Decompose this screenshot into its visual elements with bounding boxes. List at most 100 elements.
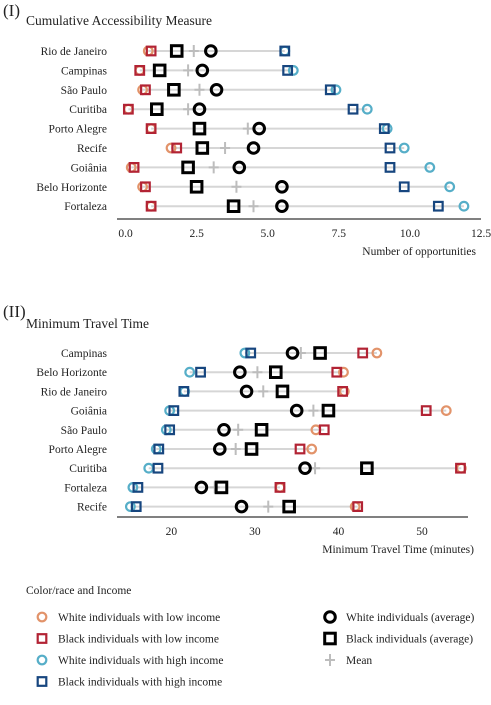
black-avg-marker xyxy=(192,121,207,136)
black-low-marker xyxy=(455,462,466,474)
white-high-marker xyxy=(444,181,456,193)
panel-2-title: Minimum Travel Time xyxy=(26,316,149,331)
black-high-marker xyxy=(245,347,257,359)
mean-marker xyxy=(194,83,205,96)
x-tick-label: 7.5 xyxy=(332,228,347,240)
black-low-marker xyxy=(274,482,286,493)
panel-2-x-axis-title: Minimum Travel Time (minutes) xyxy=(322,544,474,556)
white-avg-marker xyxy=(192,102,207,116)
white-avg-marker xyxy=(217,423,231,437)
black-avg-marker xyxy=(244,442,259,456)
white-low-marker xyxy=(371,347,383,359)
category-label: Porto Alegre xyxy=(49,124,107,136)
white-low-marker xyxy=(165,142,177,154)
black-high-marker xyxy=(168,405,180,416)
mean-marker xyxy=(220,142,231,154)
white-avg-marker xyxy=(275,180,289,194)
black-avg-marker xyxy=(268,365,283,379)
black-avg-marker xyxy=(181,160,195,175)
category-label: Porto Alegre xyxy=(49,444,107,456)
mean-marker xyxy=(263,500,274,513)
black-avg-marker xyxy=(152,63,167,78)
legend: White individuals with low income White i… xyxy=(36,610,475,689)
mean-marker xyxy=(233,423,244,436)
mean-marker xyxy=(188,45,199,57)
category-label: Campinas xyxy=(61,65,108,77)
legend-label: Black individuals (average) xyxy=(346,634,473,646)
category-label: Curitiba xyxy=(69,463,107,475)
white-high-marker xyxy=(287,64,299,76)
x-tick-label: 50 xyxy=(416,526,428,538)
x-tick-label: 30 xyxy=(249,526,261,538)
black-low-marker xyxy=(352,501,364,512)
white-avg-marker xyxy=(233,365,247,380)
legend-white-high-icon xyxy=(36,654,48,666)
black-avg-marker xyxy=(282,499,296,514)
white-avg-marker xyxy=(285,346,300,360)
x-tick-label: 10.0 xyxy=(400,228,420,240)
white-high-marker xyxy=(458,200,470,212)
black-high-marker xyxy=(164,424,176,436)
category-label: Recife xyxy=(77,143,107,155)
black-low-marker xyxy=(128,162,140,173)
white-high-marker xyxy=(361,103,373,115)
white-high-marker xyxy=(330,84,342,96)
black-high-marker xyxy=(195,366,206,378)
white-high-marker xyxy=(239,347,251,359)
category-label: Recife xyxy=(77,502,107,514)
category-label: São Paulo xyxy=(61,425,108,437)
legend-mean-icon xyxy=(325,654,335,666)
white-avg-marker xyxy=(194,480,209,495)
white-avg-marker xyxy=(195,63,210,78)
black-high-marker xyxy=(347,103,359,115)
black-avg-marker xyxy=(360,461,374,475)
white-avg-marker xyxy=(298,461,312,476)
panel-1-tag: (I) xyxy=(3,1,20,20)
black-high-marker xyxy=(384,142,396,154)
white-avg-marker xyxy=(246,141,261,155)
category-label: São Paulo xyxy=(61,85,108,97)
x-tick-label: 40 xyxy=(333,526,345,538)
category-label: Fortaleza xyxy=(64,201,107,213)
black-low-marker xyxy=(294,443,306,455)
white-avg-marker xyxy=(275,199,289,213)
category-label: Curitiba xyxy=(69,104,107,116)
black-avg-marker xyxy=(313,346,327,360)
category-label: Campinas xyxy=(61,348,108,360)
legend-black-high-icon xyxy=(36,676,48,687)
x-tick-label: 20 xyxy=(166,526,178,538)
panel-1-title: Cumulative Accessibility Measure xyxy=(26,13,212,28)
black-low-marker xyxy=(134,64,146,76)
category-label: Fortaleza xyxy=(64,482,107,494)
white-avg-marker xyxy=(239,384,254,399)
black-high-marker xyxy=(432,200,444,212)
black-avg-marker xyxy=(169,44,184,58)
legend-label: White individuals with low income xyxy=(58,612,220,624)
x-tick-label: 5.0 xyxy=(261,228,276,240)
panel-1-plot: 0.0 2.5 5.0 7.5 10.0 12.5 Rio de Janeiro Campin… xyxy=(36,44,491,240)
mean-marker xyxy=(258,385,269,398)
black-avg-marker xyxy=(321,403,336,418)
black-low-marker xyxy=(145,45,157,57)
legend-white-avg-icon xyxy=(323,610,337,624)
legend-title: Color/race and Income xyxy=(26,585,131,597)
panel-2-tag: (II) xyxy=(3,302,26,321)
white-avg-marker xyxy=(232,160,247,175)
category-label: Belo Horizonte xyxy=(36,182,107,194)
black-high-marker xyxy=(324,84,336,96)
black-high-marker xyxy=(178,386,190,397)
black-high-marker xyxy=(132,482,144,493)
black-avg-marker xyxy=(226,199,241,213)
black-low-marker xyxy=(337,386,349,397)
black-avg-marker xyxy=(254,423,269,437)
black-low-marker xyxy=(145,200,157,212)
legend-black-low-icon xyxy=(36,633,48,644)
black-high-marker xyxy=(130,501,142,512)
mean-marker xyxy=(308,404,319,417)
white-high-marker xyxy=(184,366,196,378)
white-avg-marker xyxy=(234,499,249,514)
black-high-marker xyxy=(398,181,410,193)
mean-marker xyxy=(208,161,219,174)
black-high-marker xyxy=(282,64,294,76)
